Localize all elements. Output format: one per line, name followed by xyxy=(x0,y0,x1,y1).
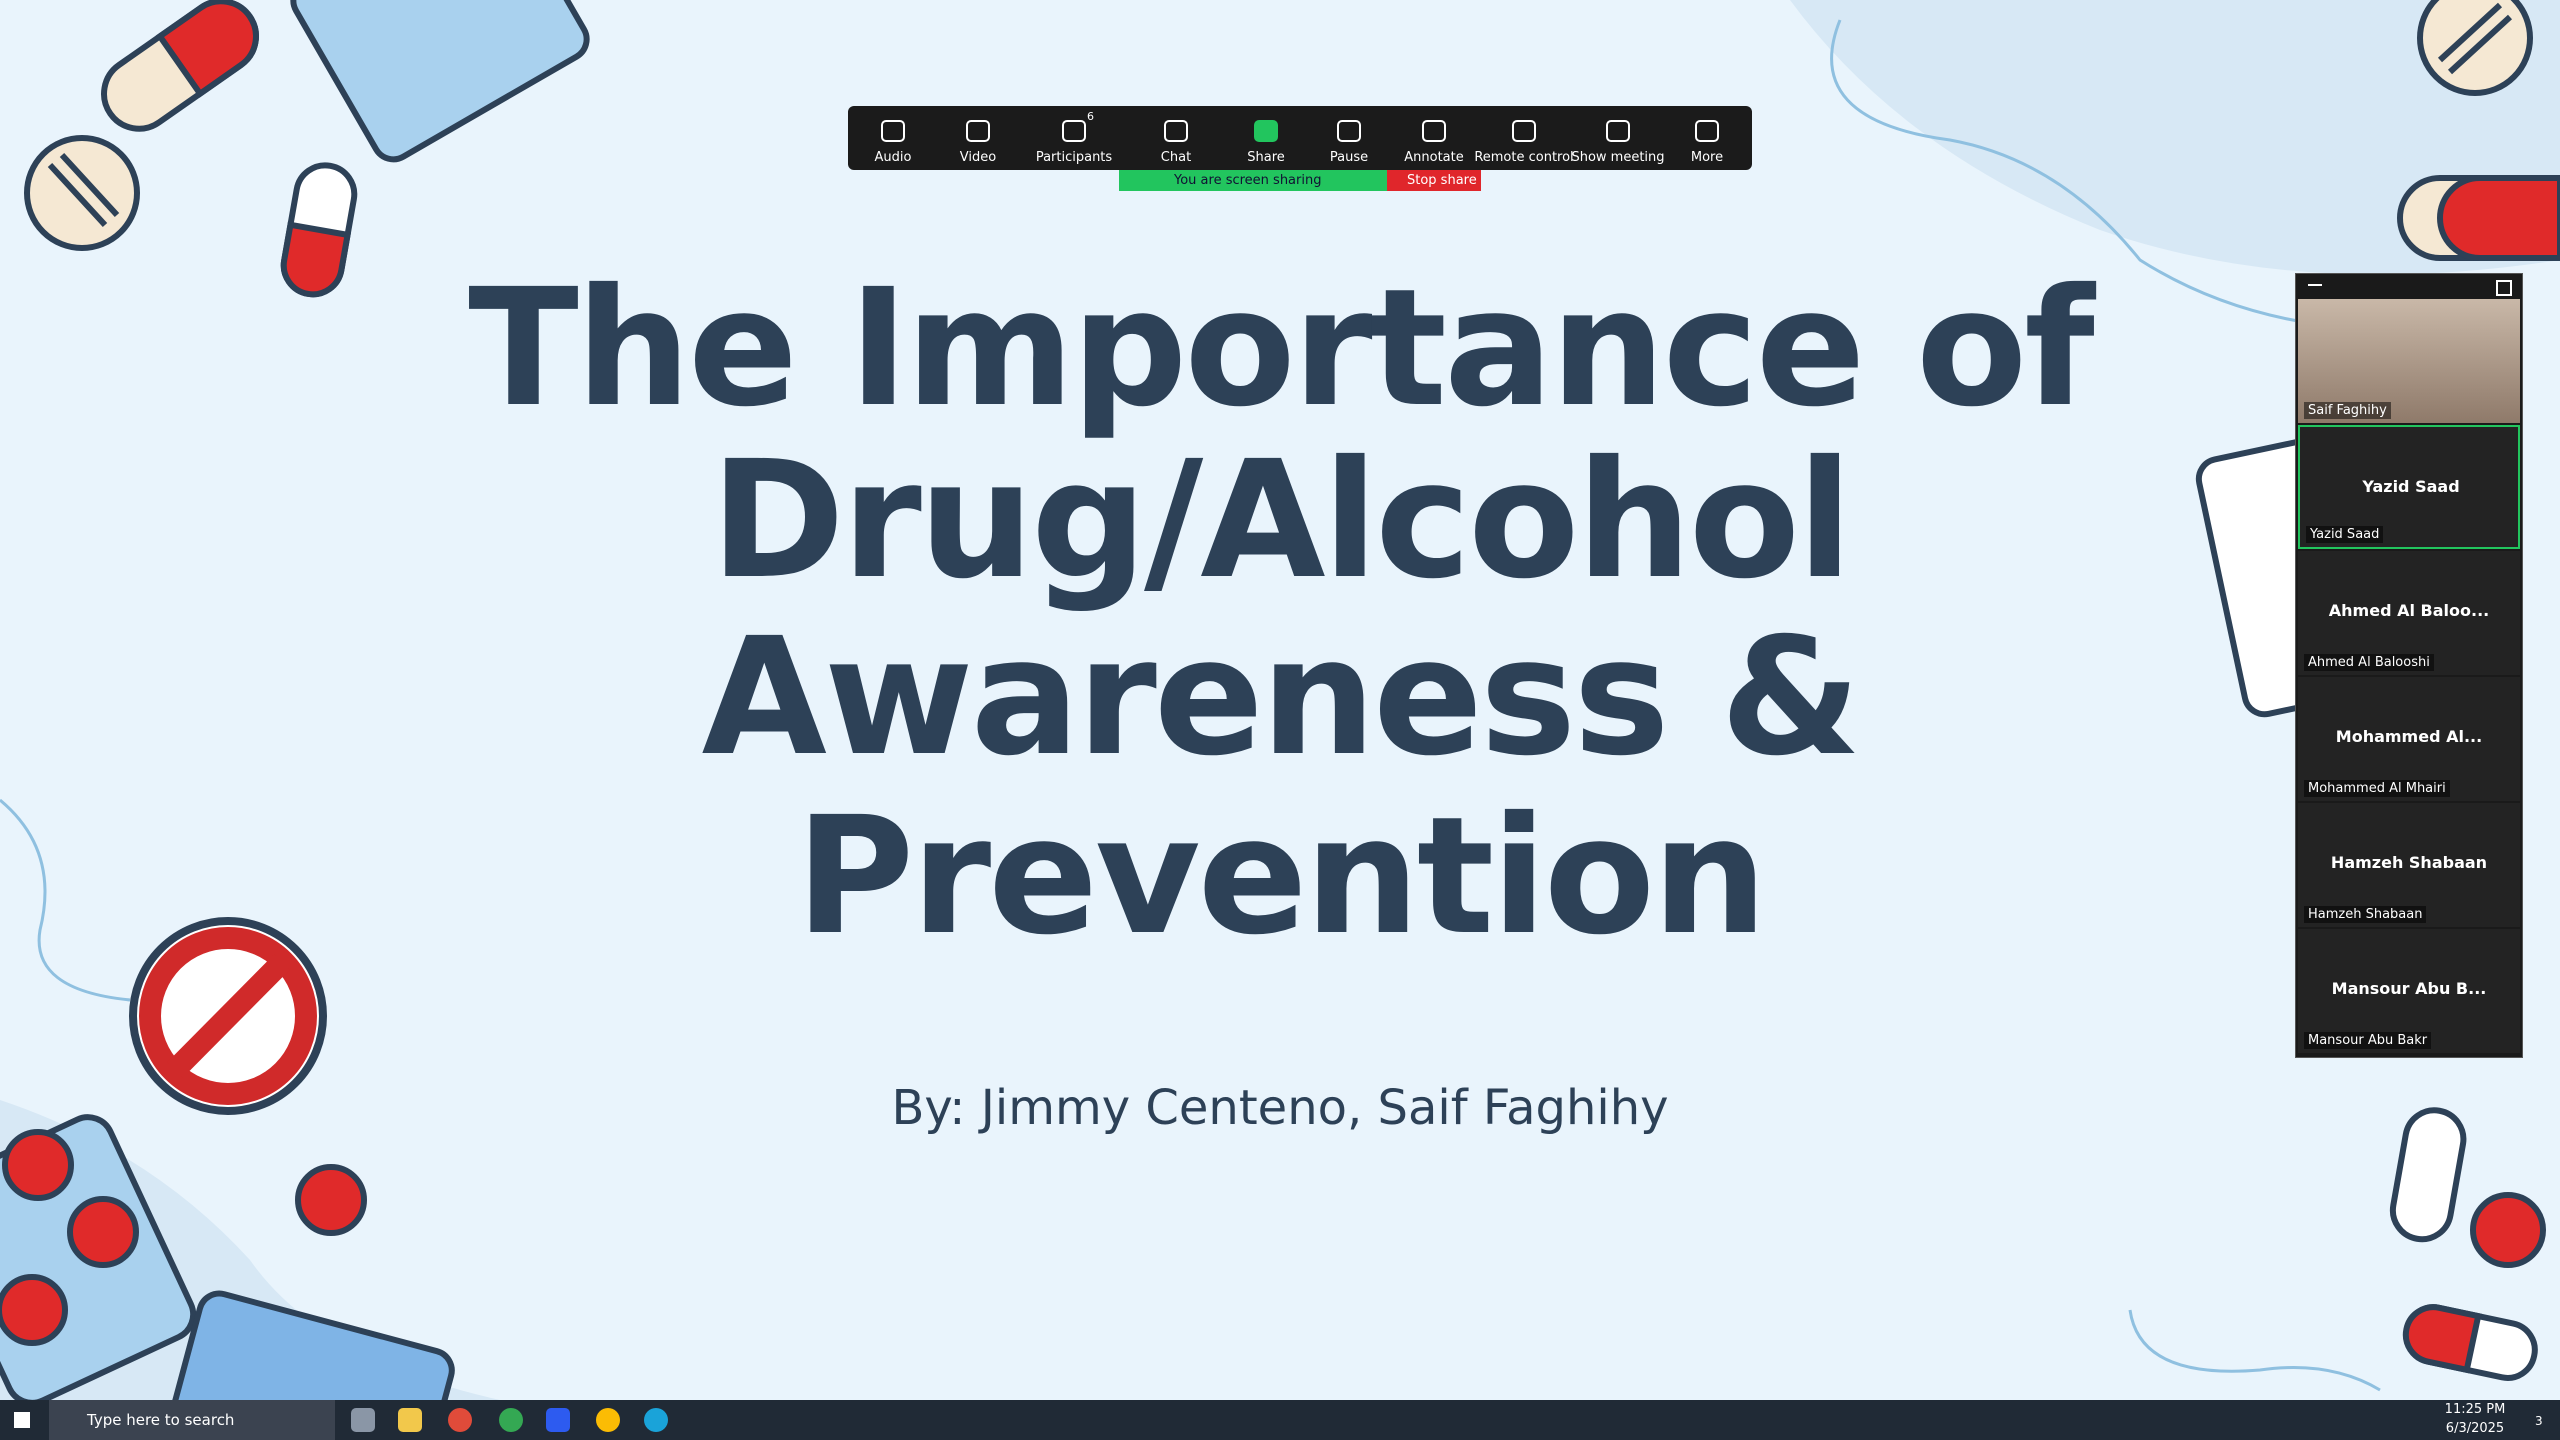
participant-label: Hamzeh Shabaan xyxy=(2304,906,2427,923)
chrome-icon[interactable] xyxy=(596,1408,620,1432)
title-line: Awareness & xyxy=(701,604,1862,792)
toolbar-button[interactable]: Participants xyxy=(1029,106,1119,170)
fullscreen-button[interactable] xyxy=(2496,280,2512,296)
toolbar-button[interactable]: Annotate xyxy=(1389,106,1479,170)
participant-label: Yazid Saad xyxy=(2306,526,2384,543)
toolbar-icon[interactable] xyxy=(1606,120,1630,142)
clock-time: 11:25 PM xyxy=(2444,1402,2506,1417)
edge-icon[interactable] xyxy=(644,1408,668,1432)
slide-subtitle: By: Jimmy Centeno, Saif Faghihy xyxy=(891,1080,1669,1136)
toolbar-button[interactable]: Show meeting xyxy=(1571,106,1665,170)
toolbar-icon[interactable] xyxy=(1337,120,1361,142)
participant-tile[interactable]: Mohammed Al... Mohammed Al Mhairi xyxy=(2298,677,2520,801)
toolbar-icon[interactable] xyxy=(966,120,990,142)
participant-tile[interactable]: Mansour Abu B... Mansour Abu Bakr xyxy=(2298,929,2520,1053)
participant-tile[interactable]: Saif Faghihy xyxy=(2298,299,2520,423)
toolbar-label[interactable]: Show meeting xyxy=(1571,150,1665,165)
meeting-toolbar: 6 Audio Video Participants Chat Share Pause An… xyxy=(848,106,1752,170)
participants-panel: Saif Faghihy Yazid Saad Yazid Saad Ahmed Al… xyxy=(2295,273,2523,1058)
sharing-status: You are screen sharing xyxy=(1174,173,1322,188)
toolbar-icon[interactable] xyxy=(1062,120,1086,142)
toolbar-label[interactable]: Share xyxy=(1247,150,1285,165)
participant-display-name: Mohammed Al... xyxy=(2335,727,2483,746)
minimize-button[interactable] xyxy=(2308,284,2322,286)
toolbar-icon[interactable] xyxy=(1422,120,1446,142)
title-line: Drug/Alcohol xyxy=(710,427,1852,615)
toolbar-button[interactable]: More xyxy=(1662,106,1752,170)
toolbar-icon[interactable] xyxy=(1695,120,1719,142)
toolbar-icon[interactable] xyxy=(1164,120,1188,142)
start-button[interactable] xyxy=(14,1412,30,1428)
toolbar-label[interactable]: Pause xyxy=(1329,150,1369,165)
participant-display-name: Ahmed Al Baloo... xyxy=(2328,601,2490,620)
participant-tile[interactable]: Hamzeh Shabaan Hamzeh Shabaan xyxy=(2298,803,2520,927)
toolbar-label[interactable]: Annotate xyxy=(1404,150,1464,165)
participants-count: 6 xyxy=(1087,110,1094,123)
participant-label: Mansour Abu Bakr xyxy=(2304,1032,2432,1049)
notification-count[interactable]: 3 xyxy=(2535,1414,2543,1428)
toolbar-button[interactable]: Share xyxy=(1221,106,1311,170)
search-box[interactable]: Type here to search xyxy=(49,1400,335,1440)
toolbar-button[interactable]: Chat xyxy=(1131,106,1221,170)
participant-label: Mohammed Al Mhairi xyxy=(2304,780,2450,797)
toolbar-label[interactable]: Participants xyxy=(1035,150,1113,165)
clock-date: 6/3/2025 xyxy=(2445,1421,2505,1436)
title-line: Prevention xyxy=(795,783,1768,971)
slide-background xyxy=(0,0,2560,1400)
chrome-icon[interactable] xyxy=(448,1408,472,1432)
stop-share-button[interactable]: Stop share xyxy=(1387,170,1481,191)
participant-label: Saif Faghihy xyxy=(2304,402,2391,419)
participant-display-name: Yazid Saad xyxy=(2362,477,2460,496)
toolbar-label[interactable]: Video xyxy=(959,150,997,165)
zoom-icon[interactable] xyxy=(546,1408,570,1432)
toolbar-button[interactable]: Audio xyxy=(848,106,938,170)
toolbar-label[interactable]: Chat xyxy=(1160,150,1192,165)
settings-icon[interactable] xyxy=(351,1408,375,1432)
toolbar-icon[interactable] xyxy=(1512,120,1536,142)
toolbar-button[interactable]: Remote control xyxy=(1474,106,1574,170)
toolbar-label[interactable]: More xyxy=(1690,150,1724,165)
title-line: The Importance of xyxy=(468,255,2095,443)
explorer-icon[interactable] xyxy=(398,1408,422,1432)
taskbar: Type here to search 11:25 PM 6/3/2025 3 xyxy=(0,1400,2560,1440)
chrome-icon[interactable] xyxy=(499,1408,523,1432)
participant-label: Ahmed Al Balooshi xyxy=(2304,654,2434,671)
participant-display-name: Mansour Abu B... xyxy=(2331,979,2487,998)
toolbar-icon[interactable] xyxy=(881,120,905,142)
participant-display-name: Hamzeh Shabaan xyxy=(2330,853,2488,872)
participant-tile[interactable]: Ahmed Al Baloo... Ahmed Al Balooshi xyxy=(2298,551,2520,675)
toolbar-label[interactable]: Remote control xyxy=(1474,150,1574,165)
toolbar-icon[interactable] xyxy=(1254,120,1278,142)
toolbar-button[interactable]: Pause xyxy=(1304,106,1394,170)
toolbar-label[interactable]: Audio xyxy=(874,150,912,165)
sharing-banner: You are screen sharing xyxy=(1119,170,1387,191)
stop-share-label[interactable]: Stop share xyxy=(1407,173,1477,188)
toolbar-button[interactable]: Video xyxy=(933,106,1023,170)
participant-tile[interactable]: Yazid Saad Yazid Saad xyxy=(2298,425,2520,549)
